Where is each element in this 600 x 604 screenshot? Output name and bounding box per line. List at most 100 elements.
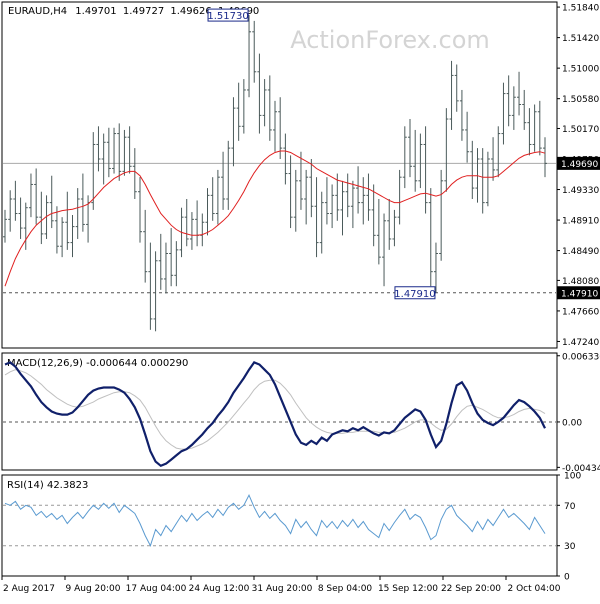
symbol-label: EURAUD,H4 [8,6,67,17]
price-bar [262,79,267,127]
price-bar [506,75,511,127]
price-bar [153,251,158,332]
rsi-tick-label: 70 [564,502,576,512]
price-bar [470,140,475,199]
price-bar [485,151,490,207]
ohlc-open-value: 1.49701 [75,6,116,17]
price-bar [148,242,153,330]
price-bar [132,148,137,199]
current-price-marker: 1.49690 [557,156,600,170]
annotation-box [207,8,249,22]
price-bar [54,206,59,254]
rsi-tick-label: 0 [564,573,570,583]
price-bar [418,133,423,189]
rsi-axis-ticks: 100 70 30 0 [557,472,581,583]
low-level-marker: 1.47910 [557,286,600,300]
price-bar [252,20,257,83]
price-bar [517,71,522,116]
price-bar [309,159,314,218]
price-bar [163,242,168,294]
price-bar [138,177,142,243]
price-bar [49,175,54,229]
price-bar [465,111,470,163]
annotation-label: 1.47910 [394,289,435,300]
price-bar [278,97,283,160]
rsi-line [4,494,546,548]
macd-tick-label: 0.006336 [562,352,600,362]
price-bar [356,166,361,214]
time-tick-label: 2 Oct 04:00 [508,584,561,594]
price-bar [34,168,39,225]
price-bar [397,169,402,225]
price-tick-label: 1.51840 [562,4,599,14]
price-bar [200,213,205,247]
watermark: ActionForex.com [290,26,490,54]
price-bar [13,180,18,221]
price-bar [537,100,542,156]
price-tick-label: 1.51000 [562,65,599,75]
price-bar [387,198,392,250]
price-bar [413,129,418,192]
price-bar [423,126,428,214]
price-tick-label: 1.47240 [562,338,599,348]
price-axis-ticks: 1.518401.514201.510001.505801.501701.497… [557,4,600,348]
price-bar [158,233,163,290]
price-bar [522,89,527,130]
time-tick-label: 15 Sep 12:00 [378,584,438,594]
price-panel-frame [1,1,558,349]
price-bar [215,169,220,225]
time-tick-label: 24 Aug 12:00 [189,584,250,594]
price-tick-label: 1.48910 [562,217,599,227]
price-annotations: 1.51730 1.47910 [207,8,436,300]
price-bar [361,177,366,225]
price-bar [496,126,501,178]
time-tick-label: 9 Aug 20:00 [66,584,121,594]
rsi-tick-label: 100 [564,472,581,482]
price-bar [65,191,70,250]
price-bar [324,177,329,225]
price-bar [184,198,189,247]
price-bar [44,195,49,239]
time-tick-label: 22 Sep 20:00 [441,584,501,594]
price-bar [60,217,65,258]
price-tick-label: 1.50580 [562,95,599,105]
price-bar [23,202,28,250]
price-tick-label: 1.48080 [562,277,599,287]
current-price-box [557,156,600,170]
price-bar [444,108,449,192]
macd-signal-line [4,369,546,450]
macd-layer [3,361,556,468]
time-tick-label: 31 Aug 20:00 [252,584,313,594]
price-bars [3,15,547,332]
price-bar [117,123,122,181]
price-bar [454,64,459,112]
price-bar [480,148,485,214]
price-bar [298,151,303,210]
price-bar [433,242,438,293]
annotation-label: 1.51730 [207,11,248,22]
price-bar [231,97,236,167]
rsi-panel-frame [1,474,558,577]
price-bar [491,137,496,181]
price-bar [511,86,516,130]
price-bar [101,133,106,185]
time-axis-ticks: 2 Aug 2017 9 Aug 20:00 17 Aug 04:00 24 Aug … [1,576,561,594]
price-bar [439,169,444,261]
price-bar [543,137,547,178]
price-bar [527,108,532,156]
price-bar [96,126,101,172]
price-bar [28,173,33,218]
price-bar [257,53,262,134]
annotation-box [394,286,436,300]
price-bar [392,209,397,247]
price-bar [532,104,537,152]
moving-average-layer [4,150,546,287]
price-bar [288,155,293,229]
price-bar [350,180,355,229]
price-bar [39,191,44,245]
price-bar [3,209,7,243]
time-tick-label: 8 Sep 04:00 [318,584,373,594]
macd-panel-title: MACD(12,26,9) -0.000644 0.000290 [7,358,188,369]
rsi-layer [3,494,556,548]
